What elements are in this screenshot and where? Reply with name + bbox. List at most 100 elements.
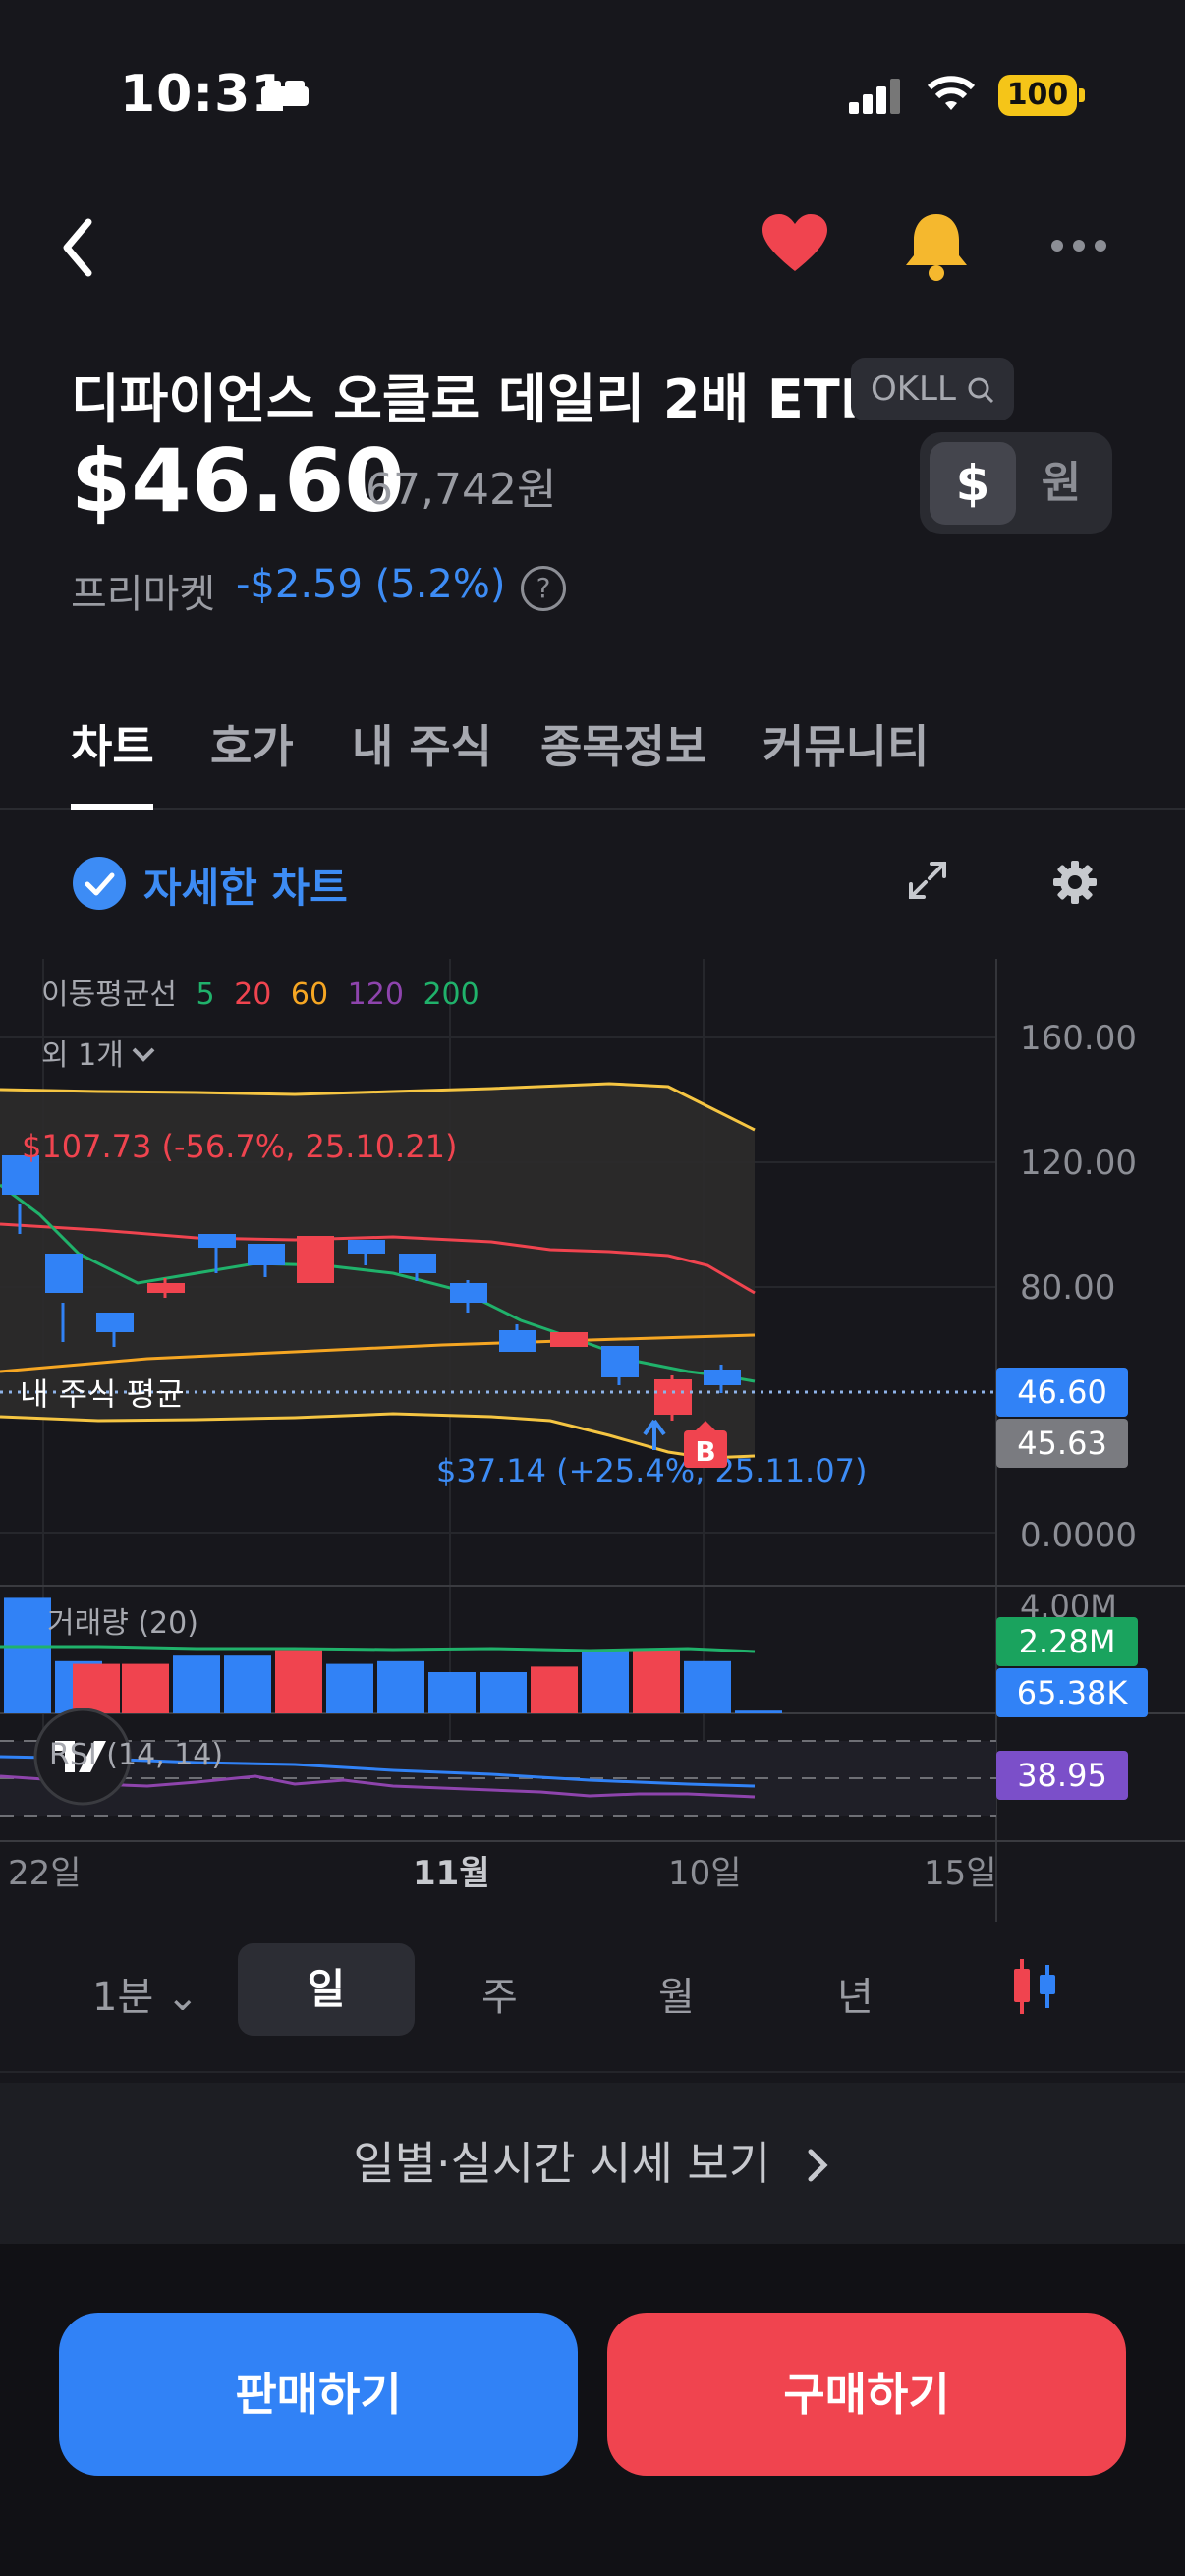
back-icon[interactable]: [59, 216, 98, 279]
candle: [450, 1283, 487, 1303]
signal-icon: [849, 79, 900, 114]
currency-usd-button[interactable]: $: [930, 442, 1016, 525]
x-tick: 22일: [8, 1854, 82, 1893]
divider: [0, 2071, 1185, 2073]
currency-krw-button[interactable]: 원: [1041, 458, 1082, 508]
ma5-line: [0, 1183, 756, 1383]
interval-week[interactable]: 주: [481, 1975, 518, 2020]
wifi-icon: [927, 76, 976, 110]
candle: [147, 1283, 185, 1293]
ticker-badge[interactable]: OKLL: [851, 358, 1014, 420]
volume-bar: [684, 1660, 731, 1713]
volume-badge-ma: [996, 1617, 1138, 1666]
volume-badge-current-label: 65.38K: [1017, 1674, 1129, 1711]
interval-minute-dropdown[interactable]: 1분 ⌄: [92, 1975, 199, 2020]
ma-more-toggle[interactable]: 외 1개: [41, 1038, 124, 1073]
battery-indicator: 100: [998, 75, 1085, 116]
detail-chart-label[interactable]: 자세한 차트: [143, 864, 348, 912]
ma20-line: [0, 1222, 756, 1295]
ma-legend[interactable]: 이동평균선 5 20 60 120 200: [41, 978, 480, 1012]
chevron-right-icon: [808, 2149, 828, 2182]
current-price: $46.60: [71, 430, 405, 532]
candle: [654, 1379, 692, 1415]
heart-icon[interactable]: [761, 212, 829, 275]
candle: [248, 1244, 285, 1265]
low-annotation: $37.14 (+25.4%, 25.11.07): [436, 1452, 867, 1489]
candle: [2, 1155, 39, 1195]
interval-day[interactable]: 일: [238, 1943, 415, 2036]
status-time: 10:31: [120, 65, 288, 124]
y-tick: 80.00: [1020, 1268, 1115, 1308]
sell-button[interactable]: 판매하기: [59, 2313, 578, 2476]
volume-bar: [224, 1655, 271, 1713]
my-avg-label: 내 주식 평균: [20, 1375, 185, 1413]
buy-marker: [684, 1430, 727, 1468]
more-icon[interactable]: [1049, 236, 1108, 255]
buy-button[interactable]: 구매하기: [607, 2313, 1126, 2476]
volume-bar: [428, 1672, 476, 1713]
expand-icon[interactable]: [908, 861, 947, 900]
low-arrow-icon: [643, 1419, 666, 1450]
price-krw: 67,742원: [366, 465, 557, 515]
bollinger-upper-line: [0, 1082, 756, 1132]
candle-type-icon[interactable]: [1010, 1955, 1061, 2018]
y-tick: 0.0000: [1020, 1516, 1137, 1555]
volume-bar: [275, 1650, 322, 1713]
daily-quotes-link[interactable]: 일별·실시간 시세 보기: [0, 2083, 1185, 2244]
volume-bar: [582, 1650, 629, 1713]
stock-chart[interactable]: $107.73 (-56.7%, 25.10.21) $37.14 (+25.4…: [0, 959, 1185, 1922]
y-tick: 160.00: [1020, 1019, 1137, 1058]
buy-marker-pointer: [696, 1421, 715, 1430]
candle: [499, 1330, 536, 1352]
y-tick: 120.00: [1020, 1144, 1137, 1183]
high-annotation: $107.73 (-56.7%, 25.10.21): [22, 1128, 458, 1165]
tab-chart[interactable]: 차트: [71, 720, 154, 773]
volume-badge-ma-label: 2.28M: [1019, 1623, 1116, 1660]
candle: [601, 1346, 639, 1377]
x-tick: 11월: [413, 1854, 490, 1893]
x-axis: 22일 11월 10일 15일: [8, 1854, 997, 1893]
volume-bar: [735, 1710, 782, 1713]
chevron-down-icon: [132, 1047, 155, 1062]
volume-bar: [633, 1650, 680, 1713]
daily-quotes-label: 일별·실시간 시세 보기: [353, 2137, 771, 2190]
tab-stock-info[interactable]: 종목정보: [540, 720, 707, 773]
ma60-line: [0, 1333, 756, 1373]
price-badge-current-label: 46.60: [1017, 1373, 1107, 1411]
price-badge-current: [996, 1368, 1128, 1417]
tab-my-stock[interactable]: 내 주식: [352, 720, 492, 773]
rsi-badge-label: 38.95: [1017, 1757, 1107, 1794]
candle: [96, 1313, 134, 1332]
volume-bar: [531, 1666, 578, 1713]
volume-bar: [377, 1660, 424, 1713]
rsi-signal-line: [0, 1774, 756, 1799]
bollinger-lower-line: [0, 1412, 756, 1460]
volume-bar: [480, 1672, 527, 1713]
tab-divider: [0, 808, 1185, 810]
volume-bar: [73, 1663, 120, 1713]
help-icon[interactable]: ?: [521, 566, 566, 611]
price-badge-prev-label: 45.63: [1017, 1425, 1107, 1462]
candle: [348, 1240, 385, 1254]
detail-chart-checkbox[interactable]: [73, 857, 126, 910]
premarket-label: 프리마켓: [71, 572, 216, 617]
interval-month[interactable]: 월: [658, 1975, 695, 2020]
bed-icon: [261, 81, 309, 106]
buy-marker-label: B: [695, 1435, 715, 1468]
premarket-change: -$2.59 (5.2%): [236, 562, 506, 607]
volume-ma-line: [0, 1645, 756, 1653]
volume-bar: [173, 1655, 220, 1713]
tab-orderbook[interactable]: 호가: [210, 720, 294, 773]
bell-icon[interactable]: [902, 210, 971, 281]
volume-label: 거래량 (20): [47, 1606, 198, 1641]
volume-badge-current: [996, 1668, 1148, 1717]
search-icon: [968, 377, 993, 404]
ticker-label: OKLL: [871, 369, 956, 409]
settings-gear-icon[interactable]: [1051, 859, 1099, 906]
volume-bar: [326, 1663, 373, 1713]
x-tick: 10일: [668, 1854, 742, 1893]
candle: [704, 1370, 741, 1385]
interval-year[interactable]: 년: [837, 1975, 874, 2020]
tab-community[interactable]: 커뮤니티: [762, 720, 930, 773]
check-icon: [85, 872, 115, 896]
